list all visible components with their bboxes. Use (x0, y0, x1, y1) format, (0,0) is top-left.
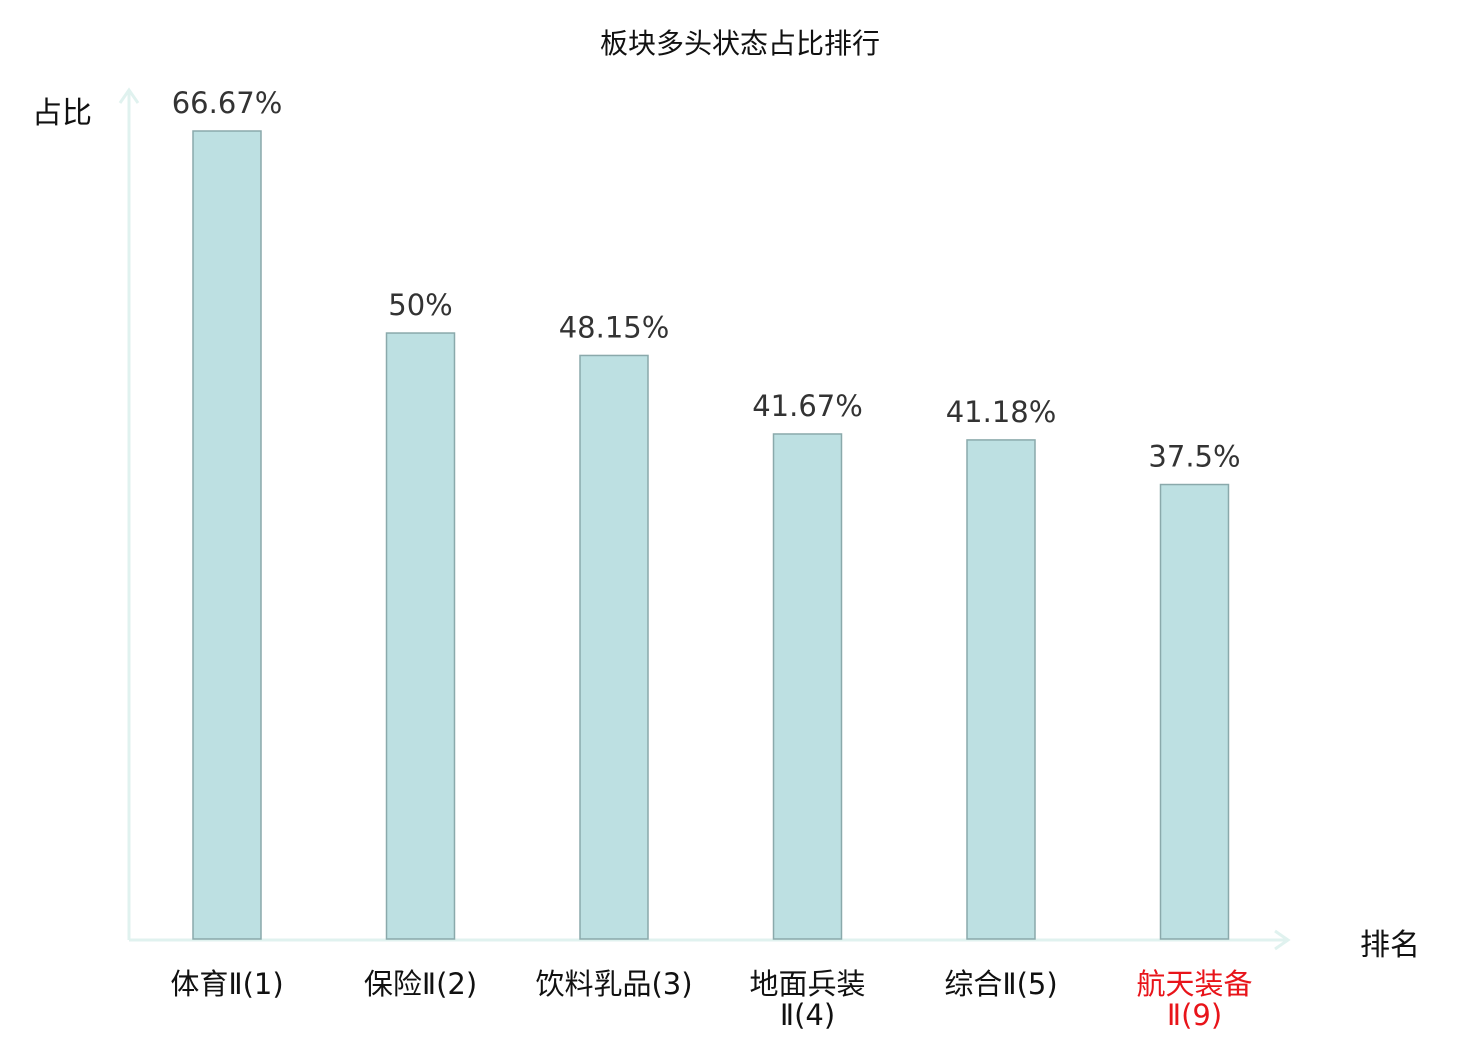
x-tick-label-line: 综合Ⅱ(5) (944, 967, 1057, 1001)
axes (118, 87, 1291, 951)
chart-title: 板块多头状态占比排行 (599, 27, 880, 60)
y-axis-arrow-icon (118, 87, 140, 104)
x-tick-label-line: Ⅱ(4) (780, 998, 835, 1032)
data-label: 50% (388, 288, 452, 322)
data-label: 37.5% (1148, 440, 1240, 474)
x-tick-label: 综合Ⅱ(5) (944, 967, 1057, 1001)
x-tick-label: 饮料乳品(3) (535, 967, 692, 1001)
x-tick-label-line: 地面兵装 (749, 967, 865, 1001)
bar (1159, 483, 1230, 940)
category-labels: 体育Ⅱ(1) 保险Ⅱ(2) 饮料乳品(3) 地面兵装 Ⅱ(4) 综合Ⅱ(5) 航天装备 Ⅱ(9… (170, 967, 1252, 1032)
x-axis-arrow-icon (1274, 929, 1291, 951)
data-label: 41.67% (752, 389, 863, 423)
x-tick-label-line: Ⅱ(9) (1167, 998, 1222, 1032)
x-tick-label: 体育Ⅱ(1) (170, 967, 283, 1001)
value-labels: 66.67% 50% 48.15% 41.67% 41.18% 37.5% (172, 86, 1241, 474)
x-tick-label: 航天装备 Ⅱ(9) (1136, 967, 1252, 1032)
y-axis-label: 占比 (32, 96, 92, 131)
bar (385, 332, 456, 940)
bar (772, 433, 843, 940)
x-tick-label: 保险Ⅱ(2) (364, 967, 477, 1001)
bar (966, 439, 1036, 940)
bar (192, 130, 262, 940)
x-tick-label: 地面兵装 Ⅱ(4) (749, 967, 865, 1032)
data-label: 48.15% (559, 310, 670, 344)
x-axis-label: 排名 (1360, 928, 1420, 963)
bar (579, 354, 649, 940)
x-tick-label-line: 体育Ⅱ(1) (170, 967, 283, 1001)
data-label: 66.67% (172, 86, 283, 120)
x-tick-label-line: 航天装备 (1136, 967, 1252, 1001)
bars (192, 130, 1230, 940)
x-tick-label-line: 饮料乳品(3) (535, 967, 692, 1001)
data-label: 41.18% (946, 395, 1057, 429)
x-tick-label-line: 保险Ⅱ(2) (364, 967, 477, 1001)
